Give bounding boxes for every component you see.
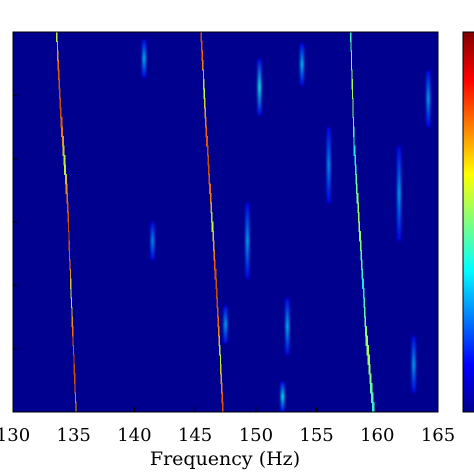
faint-streak (245, 203, 249, 279)
faint-streak (426, 70, 430, 127)
x-tick-label: 135 (57, 425, 91, 446)
ridge-2 (193, 32, 231, 412)
x-tick-label: 130 (0, 425, 30, 446)
x-tick-label: 150 (239, 425, 273, 446)
faint-streak (281, 381, 285, 412)
faint-streak (412, 336, 416, 393)
faint-streak (397, 146, 401, 241)
faint-streak (327, 127, 331, 203)
faint-streak (142, 39, 146, 78)
x-tick-label: 165 (421, 425, 455, 446)
x-tick-label: 160 (360, 425, 394, 446)
x-tick-label: 145 (178, 425, 212, 446)
spectrogram-marks (49, 32, 430, 412)
ridge-1 (49, 32, 84, 412)
y-axis-ticks (13, 31, 18, 413)
x-axis-ticks: 130 135 140 145 150 155 160 165 (0, 407, 455, 446)
ridge-3 (343, 32, 382, 412)
faint-streak (257, 58, 262, 116)
faint-streak (151, 222, 155, 260)
faint-streak (300, 43, 304, 86)
x-tick-label: 155 (299, 425, 333, 446)
x-tick-label: 140 (117, 425, 151, 446)
x-axis-title: Frequency (Hz) (150, 448, 300, 470)
colorbar (462, 31, 474, 413)
faint-streak (285, 298, 289, 355)
